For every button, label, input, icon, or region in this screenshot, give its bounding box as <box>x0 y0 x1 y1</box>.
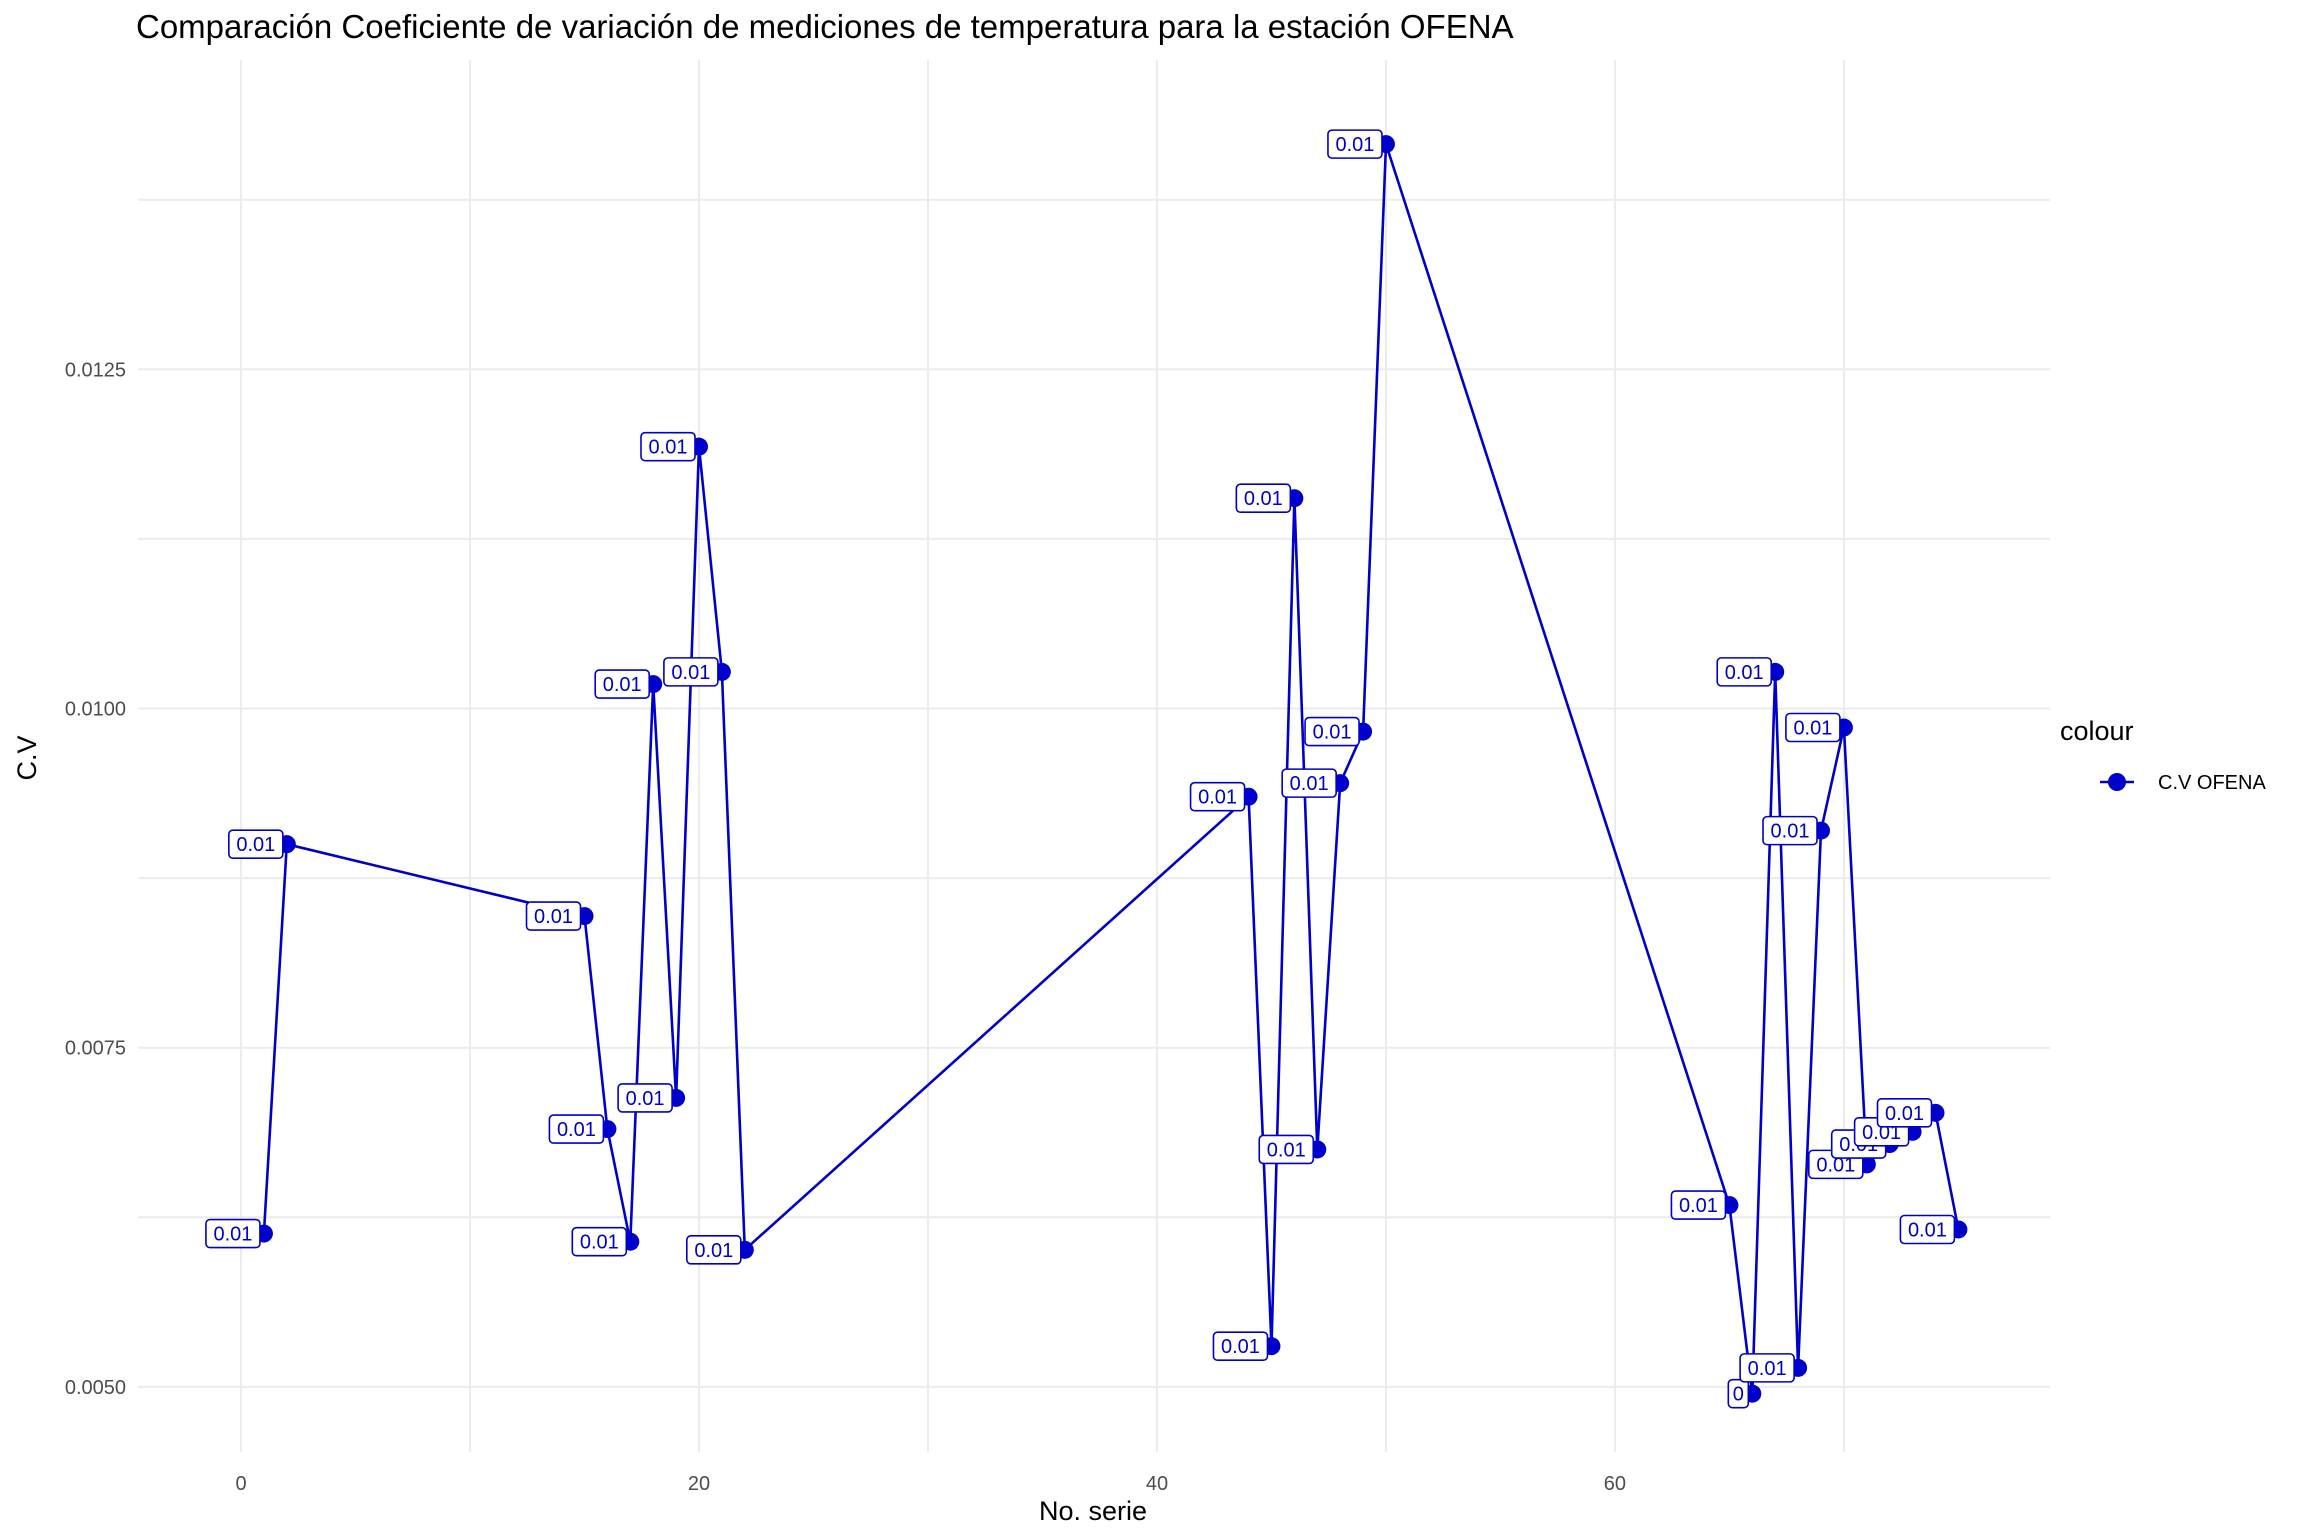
data-label-text: 0.01 <box>1793 718 1832 740</box>
data-label: 0 <box>1727 1378 1750 1409</box>
x-tick-label: 40 <box>1146 1473 1168 1495</box>
data-label-text: 0.01 <box>626 1088 665 1110</box>
data-label-text: 0.01 <box>1198 787 1237 809</box>
y-tick-label: 0.0100 <box>65 699 126 721</box>
data-label: 0.01 <box>1258 1134 1315 1165</box>
data-label: 0.01 <box>594 669 651 699</box>
data-label-text: 0.01 <box>1816 1154 1855 1176</box>
data-label: 0.01 <box>1304 716 1360 747</box>
data-label-text: 0.01 <box>580 1232 619 1254</box>
data-label: 0.01 <box>548 1114 605 1144</box>
legend-point-key <box>2108 773 2126 791</box>
data-label-box <box>1212 1331 1269 1361</box>
data-label-text: 0.01 <box>694 1240 733 1262</box>
y-tick-label: 0.0125 <box>65 359 126 381</box>
data-label: 0.01 <box>1670 1190 1727 1220</box>
y-tick-label: 0.0075 <box>65 1038 126 1060</box>
grid-layer <box>138 60 2050 1452</box>
data-label: 0.01 <box>1785 712 1841 743</box>
x-axis-title: No. serie <box>1039 1496 1147 1526</box>
data-label-box <box>1876 1098 1933 1128</box>
legend: colour C.V OFENA <box>2060 716 2266 794</box>
data-label-box <box>663 657 719 687</box>
data-label-box <box>1670 1190 1727 1220</box>
data-label-text: 0.01 <box>1771 821 1810 843</box>
data-label-box <box>1716 657 1773 687</box>
data-label: 0.01 <box>640 431 696 462</box>
data-label-text: 0.01 <box>1679 1195 1718 1217</box>
x-tick-label: 20 <box>688 1473 710 1495</box>
series-line <box>262 142 1960 1395</box>
data-label-text: 0.01 <box>1335 134 1374 156</box>
data-label-text: 0.01 <box>649 437 688 459</box>
data-label-box <box>1739 1353 1795 1383</box>
legend-series-name: C.V OFENA <box>2158 772 2266 794</box>
data-label-text: 0.01 <box>1725 662 1764 684</box>
data-label: 0.01 <box>571 1226 628 1257</box>
data-label-box <box>686 1235 742 1265</box>
data-label: 0.01 <box>1281 768 1337 798</box>
data-label-box <box>1189 781 1246 812</box>
data-label-text: 0.01 <box>1290 773 1329 795</box>
data-label-text: 0.01 <box>1244 488 1283 510</box>
data-label-box <box>1785 712 1841 743</box>
data-label-box <box>228 829 284 859</box>
data-label-box <box>1281 768 1337 798</box>
data-label: 0.01 <box>1899 1214 1956 1245</box>
data-label: 0.01 <box>686 1235 742 1265</box>
axis-layer: 0 20 40 60 0.0050 0.0075 0.0100 0.0125 <box>65 359 1626 1495</box>
data-label-text: 0 <box>1733 1384 1744 1406</box>
data-label-box <box>548 1114 605 1144</box>
data-label: 0.01 <box>617 1083 673 1113</box>
data-label-text: 0.01 <box>1221 1336 1260 1358</box>
data-label-box <box>1304 716 1360 747</box>
data-label-box <box>1327 129 1383 159</box>
data-label-text: 0.01 <box>1748 1358 1787 1380</box>
data-label-text: 0.01 <box>671 662 710 684</box>
data-label: 0.01 <box>1235 483 1292 514</box>
data-label-box <box>1727 1378 1750 1409</box>
data-label-box <box>617 1083 673 1113</box>
data-label-text: 0.01 <box>534 906 573 928</box>
chart-title: Comparación Coeficiente de variación de … <box>136 8 1514 45</box>
data-label: 0.01 <box>1762 815 1818 846</box>
data-label-text: 0.01 <box>603 674 642 696</box>
data-label-text: 0.01 <box>1885 1103 1924 1125</box>
legend-title: colour <box>2060 716 2134 746</box>
data-label: 0.01 <box>663 657 719 687</box>
data-label-box <box>525 901 582 931</box>
data-label-box <box>594 669 651 699</box>
data-label-layer: 0.01 0.01 0.01 0.01 0.01 0.01 0.01 0.01 0.01 0.01… <box>205 129 1956 1409</box>
y-axis-title: C.V <box>12 735 42 780</box>
data-label-box <box>1235 483 1292 514</box>
data-label: 0.01 <box>1876 1098 1933 1128</box>
legend-item: C.V OFENA <box>2100 772 2266 794</box>
data-label: 0.01 <box>1716 657 1773 687</box>
data-label: 0.01 <box>1212 1331 1269 1361</box>
data-label-text: 0.01 <box>1267 1139 1306 1161</box>
data-label: 0.01 <box>1327 129 1383 159</box>
data-label-box <box>571 1226 628 1257</box>
data-label-text: 0.01 <box>1908 1219 1947 1241</box>
data-label-text: 0.01 <box>557 1119 596 1141</box>
data-label-box <box>1762 815 1818 846</box>
data-label-box <box>1899 1214 1956 1245</box>
data-label: 0.01 <box>525 901 582 931</box>
data-label: 0.01 <box>1189 781 1246 812</box>
x-tick-label: 60 <box>1604 1473 1626 1495</box>
data-label-text: 0.01 <box>236 834 275 856</box>
y-tick-label: 0.0050 <box>65 1377 126 1399</box>
data-label-text: 0.01 <box>1313 722 1352 744</box>
data-label-box <box>640 431 696 462</box>
x-tick-label: 0 <box>235 1473 246 1495</box>
data-label-box <box>1258 1134 1315 1165</box>
data-label: 0.01 <box>1739 1353 1795 1383</box>
data-label: 0.01 <box>228 829 284 859</box>
data-label: 0.01 <box>205 1218 261 1249</box>
data-label-box <box>205 1218 261 1249</box>
data-label-text: 0.01 <box>213 1224 252 1246</box>
